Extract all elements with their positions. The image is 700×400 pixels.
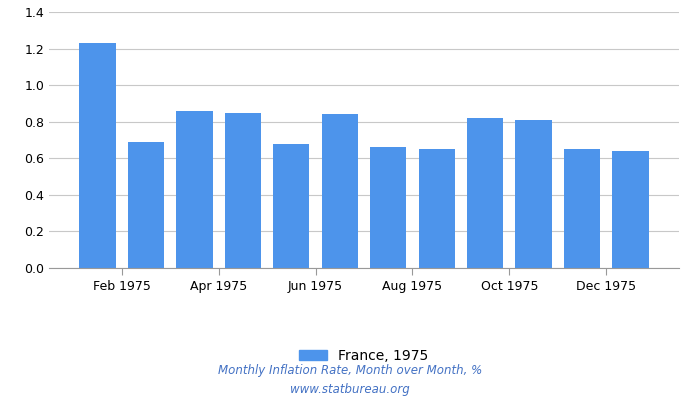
Bar <box>176 111 213 268</box>
Bar <box>419 149 455 268</box>
Text: www.statbureau.org: www.statbureau.org <box>290 383 410 396</box>
Bar <box>515 120 552 268</box>
Text: Monthly Inflation Rate, Month over Month, %: Monthly Inflation Rate, Month over Month… <box>218 364 482 377</box>
Legend: France, 1975: France, 1975 <box>294 344 434 368</box>
Bar <box>612 151 649 268</box>
Bar <box>467 118 503 268</box>
Bar <box>321 114 358 268</box>
Bar <box>370 147 407 268</box>
Bar <box>128 142 164 268</box>
Bar <box>79 43 116 268</box>
Bar <box>225 112 261 268</box>
Bar <box>564 149 601 268</box>
Bar <box>273 144 309 268</box>
